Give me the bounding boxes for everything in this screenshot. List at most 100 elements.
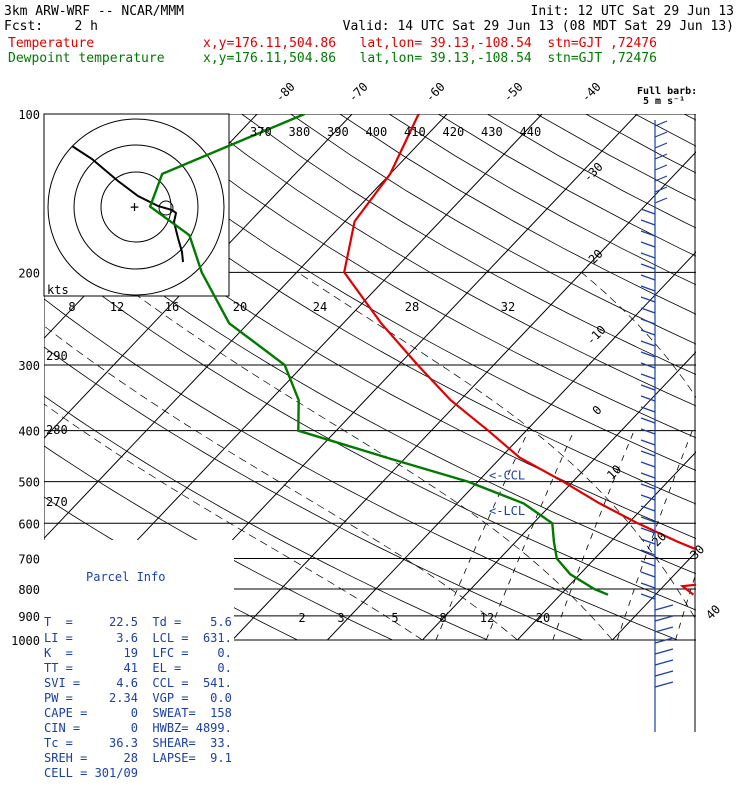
wind-barb: [641, 572, 655, 577]
isotherm-line: [707, 114, 740, 640]
hodograph-ring-label: 32: [501, 300, 515, 314]
wind-barb: [655, 671, 673, 676]
wind-barb: [641, 253, 655, 258]
hodograph-ring-label: 24: [313, 300, 327, 314]
isotherm-label: -60: [423, 80, 448, 105]
hodograph-ring-label: 16: [165, 300, 179, 314]
wind-barb: [641, 506, 655, 511]
parcel-info-row: SVI = 4.6 CCL = 541.: [44, 676, 234, 691]
mixing-ratio-label: 5: [391, 611, 398, 625]
mixing-ratio-label: 8: [439, 611, 446, 625]
parcel-info-title: Parcel Info: [44, 570, 234, 585]
hodograph-ring-label: 8: [68, 300, 75, 314]
wind-barb: [641, 583, 655, 588]
isotherm-label: 40: [703, 602, 723, 622]
isotherm-label: 30: [687, 542, 707, 562]
wind-barb: [655, 198, 667, 203]
wind-barb: [655, 132, 667, 137]
wind-barb: [641, 264, 655, 269]
wind-barb: [655, 143, 667, 148]
wind-barb: [641, 429, 655, 434]
full-barb-unit: 5 m s⁻¹: [643, 96, 685, 107]
pressure-tick-label: 1000: [11, 634, 40, 648]
wind-barb: [655, 682, 673, 687]
pressure-tick-label: 800: [18, 583, 40, 597]
wind-barb: [655, 649, 673, 654]
dry-adiabat-line: [340, 114, 740, 640]
wind-barb: [655, 605, 673, 610]
wind-barb: [641, 440, 655, 445]
parcel-info-row: K = 19 LFC = 0.: [44, 646, 234, 661]
wind-barb: [641, 594, 655, 599]
wind-barb: [641, 374, 655, 379]
wind-barb: [641, 209, 655, 214]
wind-barb: [641, 561, 655, 566]
mixing-ratio-line: [553, 431, 634, 640]
isotherm-label: -30: [581, 160, 606, 185]
hodograph-ring-label: 28: [405, 300, 419, 314]
theta-side-label: 280: [46, 423, 68, 437]
theta-side-label: 290: [46, 349, 68, 363]
mixing-ratio-label: 3: [337, 611, 344, 625]
wind-barb: [655, 616, 673, 621]
parcel-info-row: CAPE = 0 SWEAT= 158: [44, 706, 234, 721]
wind-barb: [641, 231, 655, 236]
wind-barb: [655, 176, 667, 181]
pressure-tick-label: 900: [18, 610, 40, 624]
wind-barb: [641, 385, 655, 390]
dry-adiabat-line: [537, 114, 740, 640]
level-marker: <-CCL: [489, 469, 525, 483]
isotherm-line: [612, 114, 740, 640]
pressure-tick-label: 300: [18, 359, 40, 373]
temperature-profile: [344, 114, 740, 595]
wind-barb: [641, 341, 655, 346]
theta-label: 440: [520, 125, 542, 139]
parcel-info-row: TT = 41 EL = 0.: [44, 661, 234, 676]
wind-barb: [641, 308, 655, 313]
dry-adiabat-line: [733, 114, 740, 640]
isotherm-label: -80: [273, 80, 298, 105]
wind-barb: [641, 330, 655, 335]
pressure-tick-label: 200: [18, 266, 40, 280]
parcel-info-row: PW = 2.34 VGP = 0.0: [44, 691, 234, 706]
wind-barb: [655, 627, 673, 632]
dry-adiabat-line: [487, 114, 740, 640]
mixing-ratio-label: 20: [536, 611, 550, 625]
wind-barb: [641, 407, 655, 412]
wind-barb: [641, 220, 655, 225]
parcel-info-row: Tc = 36.3 SHEAR= 33.: [44, 736, 234, 751]
pressure-tick-label: 500: [18, 476, 40, 490]
hodograph-ring-label: 12: [110, 300, 124, 314]
isotherm-label: -70: [346, 80, 371, 105]
hodograph-ring-label: 20: [233, 300, 247, 314]
wind-barb: [641, 363, 655, 368]
wind-barb: [655, 660, 673, 665]
parcel-info-row: CELL = 301/09: [44, 766, 234, 781]
wind-barb: [641, 550, 655, 555]
theta-label: 430: [481, 125, 503, 139]
wind-barb: [655, 165, 667, 170]
isotherm-label: -40: [579, 80, 604, 105]
mixing-ratio-label: 2: [298, 611, 305, 625]
wind-barb: [641, 473, 655, 478]
theta-label: 380: [289, 125, 311, 139]
theta-label: 420: [443, 125, 465, 139]
theta-label: 410: [404, 125, 426, 139]
isotherm-line: [422, 114, 740, 640]
pressure-tick-label: 100: [18, 108, 40, 122]
hodograph-center: +: [130, 198, 139, 216]
dry-adiabat-line: [684, 114, 740, 640]
isotherm-line: [517, 114, 740, 640]
theta-label: 390: [327, 125, 349, 139]
theta-label: 400: [366, 125, 388, 139]
isotherm-label: 0: [590, 403, 605, 418]
pressure-tick-label: 400: [18, 425, 40, 439]
wind-barb: [655, 187, 667, 192]
wind-barb: [641, 275, 655, 280]
isotherm-label: -10: [584, 323, 609, 348]
wind-barb: [641, 242, 655, 247]
parcel-info-row: CIN = 0 HWBZ= 4899.: [44, 721, 234, 736]
mixing-ratio-label: 12: [480, 611, 494, 625]
isotherm-label: -50: [501, 80, 526, 105]
